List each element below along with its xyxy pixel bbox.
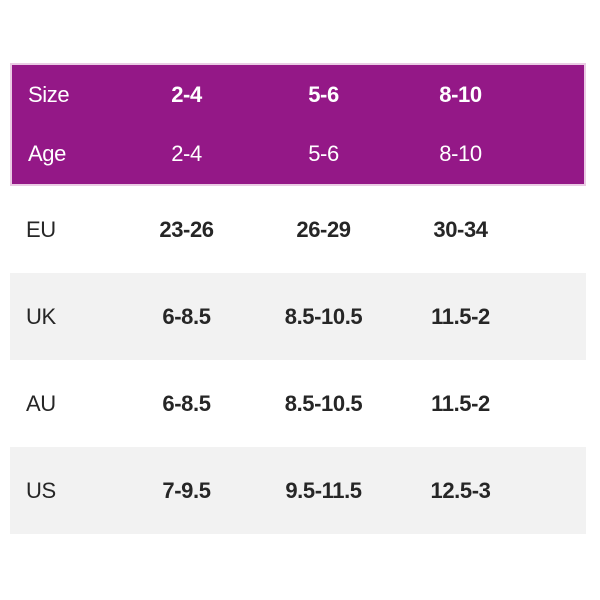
row-label-uk: UK: [26, 303, 56, 329]
size-chart-header: Size 2-4 5-6 8-10 Age 2-4 5-6 8-10: [10, 63, 586, 186]
size-chart-body: EU 23-26 26-29 30-34 UK 6-8.5 8.5-10.5 1…: [10, 186, 586, 534]
header-row-size: Size 2-4 5-6 8-10: [12, 65, 584, 125]
size-value-col2: 5-6: [308, 81, 339, 107]
eu-value-col1: 23-26: [159, 216, 214, 242]
age-value-col1: 2-4: [171, 141, 202, 167]
header-row-age: Age 2-4 5-6 8-10: [12, 125, 584, 185]
size-chart-table: Size 2-4 5-6 8-10 Age 2-4 5-6 8-10 EU 23…: [10, 63, 586, 534]
au-value-col2: 8.5-10.5: [284, 390, 363, 416]
au-value-col3: 11.5-2: [431, 390, 490, 416]
size-value-col3: 8-10: [439, 81, 482, 107]
age-value-col2: 5-6: [308, 141, 339, 167]
us-value-col2: 9.5-11.5: [285, 477, 362, 503]
uk-value-col1: 6-8.5: [162, 303, 211, 329]
us-value-col1: 7-9.5: [162, 477, 211, 503]
row-label-au: AU: [26, 390, 56, 416]
table-row-eu: EU 23-26 26-29 30-34: [10, 186, 586, 273]
size-value-col1: 2-4: [171, 81, 202, 107]
table-row-au: AU 6-8.5 8.5-10.5 11.5-2: [10, 360, 586, 447]
row-label-us: US: [26, 477, 56, 503]
row-label-size: Size: [28, 81, 70, 107]
uk-value-col2: 8.5-10.5: [284, 303, 363, 329]
us-value-col3: 12.5-3: [430, 477, 491, 503]
eu-value-col3: 30-34: [433, 216, 488, 242]
table-row-us: US 7-9.5 9.5-11.5 12.5-3: [10, 447, 586, 534]
au-value-col1: 6-8.5: [162, 390, 211, 416]
row-label-eu: EU: [26, 216, 56, 242]
row-label-age: Age: [28, 141, 66, 167]
age-value-col3: 8-10: [439, 141, 482, 167]
uk-value-col3: 11.5-2: [431, 303, 490, 329]
table-row-uk: UK 6-8.5 8.5-10.5 11.5-2: [10, 273, 586, 360]
eu-value-col2: 26-29: [296, 216, 351, 242]
